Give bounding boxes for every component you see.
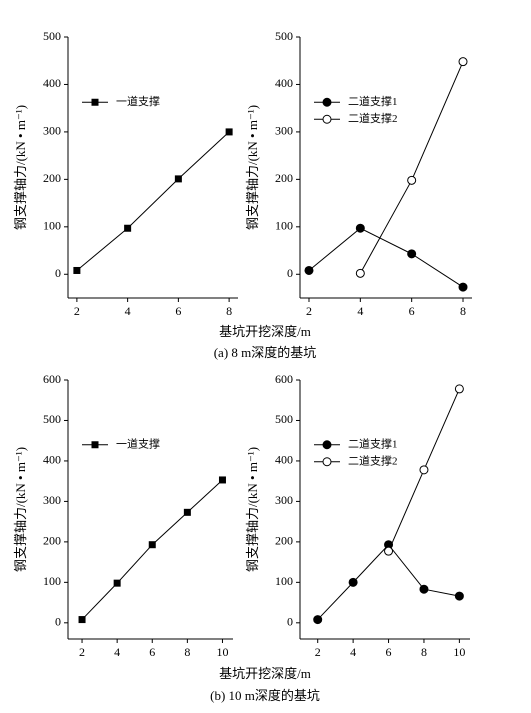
- y-tick-label: 600: [275, 372, 293, 386]
- x-tick-label: 2: [306, 304, 312, 318]
- series-line: [359, 61, 464, 274]
- marker: [218, 476, 226, 484]
- marker: [458, 57, 468, 67]
- marker: [124, 224, 132, 232]
- marker: [454, 384, 464, 394]
- y-tick-label: 0: [287, 266, 293, 280]
- x-tick-label: 8: [184, 645, 190, 659]
- series-line: [317, 543, 460, 620]
- marker: [355, 223, 365, 233]
- caption: (a) 8 m深度的基坑: [214, 345, 317, 360]
- marker: [348, 577, 358, 587]
- x-tick-label: 2: [79, 645, 85, 659]
- y-tick-label: 200: [43, 534, 61, 548]
- marker: [78, 616, 86, 624]
- x-tick-label: 4: [350, 645, 356, 659]
- y-tick-label: 400: [275, 76, 293, 90]
- marker: [419, 465, 429, 475]
- legend-label: 二道支撑1: [348, 94, 398, 108]
- legend-marker: [91, 98, 99, 106]
- y-tick-label: 300: [275, 124, 293, 138]
- y-tick-label: 0: [287, 615, 293, 629]
- legend-label: 一道支撑: [116, 94, 160, 108]
- legend-marker: [91, 441, 99, 449]
- y-tick-label: 600: [43, 372, 61, 386]
- x-tick-label: 4: [114, 645, 120, 659]
- x-tick-label: 10: [453, 645, 465, 659]
- x-tick-label: 6: [409, 304, 415, 318]
- y-tick-label: 100: [275, 574, 293, 588]
- y-axis-label: 钢支撑轴力/(kN • m⁻¹): [13, 447, 28, 572]
- marker: [384, 546, 394, 556]
- x-tick-label: 8: [421, 645, 427, 659]
- y-tick-label: 500: [275, 412, 293, 426]
- marker: [458, 282, 468, 292]
- x-tick-label: 8: [460, 304, 466, 318]
- marker: [313, 615, 323, 625]
- marker: [304, 265, 314, 275]
- y-tick-label: 400: [43, 76, 61, 90]
- marker: [174, 175, 182, 183]
- marker: [113, 579, 121, 587]
- legend-label: 二道支撑1: [348, 436, 398, 450]
- marker: [183, 508, 191, 516]
- legend-label: 一道支撑: [116, 436, 160, 450]
- x-tick-label: 6: [175, 304, 181, 318]
- legend-label: 二道支撑2: [348, 111, 398, 125]
- x-tick-label: 4: [357, 304, 363, 318]
- y-tick-label: 0: [55, 266, 61, 280]
- y-tick-label: 200: [43, 171, 61, 185]
- marker: [148, 541, 156, 549]
- y-axis-label: 钢支撑轴力/(kN • m⁻¹): [245, 105, 260, 230]
- y-tick-label: 100: [43, 219, 61, 233]
- y-tick-label: 300: [43, 124, 61, 138]
- legend-label: 二道支撑2: [348, 453, 398, 467]
- marker: [419, 584, 429, 594]
- y-tick-label: 500: [43, 412, 61, 426]
- legend-marker: [322, 457, 332, 467]
- x-tick-label: 8: [226, 304, 232, 318]
- x-axis-label: 基坑开挖深度/m: [219, 324, 311, 339]
- y-tick-label: 100: [43, 574, 61, 588]
- x-tick-label: 6: [386, 645, 392, 659]
- y-tick-label: 400: [275, 453, 293, 467]
- x-tick-label: 2: [74, 304, 80, 318]
- legend-marker: [322, 97, 332, 107]
- y-tick-label: 0: [55, 615, 61, 629]
- y-axis-label: 钢支撑轴力/(kN • m⁻¹): [245, 447, 260, 572]
- legend-marker: [322, 440, 332, 450]
- y-tick-label: 500: [275, 29, 293, 43]
- series-line: [81, 479, 223, 620]
- y-tick-label: 300: [275, 493, 293, 507]
- y-tick-label: 400: [43, 453, 61, 467]
- series-line: [308, 227, 464, 288]
- marker: [454, 591, 464, 601]
- x-tick-label: 4: [125, 304, 131, 318]
- series-line: [76, 131, 230, 271]
- y-tick-label: 100: [275, 219, 293, 233]
- x-tick-label: 2: [315, 645, 321, 659]
- caption: (b) 10 m深度的基坑: [210, 688, 320, 703]
- y-tick-label: 300: [43, 493, 61, 507]
- y-tick-label: 500: [43, 29, 61, 43]
- legend-marker: [322, 114, 332, 124]
- x-tick-label: 10: [216, 645, 228, 659]
- y-axis-label: 钢支撑轴力/(kN • m⁻¹): [13, 105, 28, 230]
- y-tick-label: 200: [275, 171, 293, 185]
- x-tick-label: 6: [149, 645, 155, 659]
- marker: [225, 128, 233, 136]
- marker: [73, 266, 81, 274]
- x-axis-label: 基坑开挖深度/m: [219, 666, 311, 681]
- marker: [355, 268, 365, 278]
- y-tick-label: 200: [275, 534, 293, 548]
- marker: [407, 249, 417, 259]
- marker: [407, 175, 417, 185]
